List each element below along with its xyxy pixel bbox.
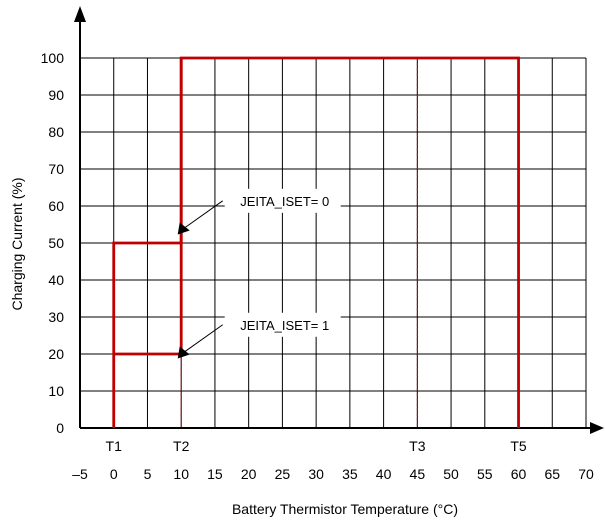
y-tick-label: 30 <box>48 309 64 325</box>
x-tick-label: 70 <box>578 466 594 482</box>
x-tick-label: 30 <box>308 466 324 482</box>
marker-label-t1: T1 <box>106 438 123 454</box>
y-tick-label: 10 <box>48 383 64 399</box>
y-axis-arrow <box>74 6 86 22</box>
x-tick-label: 5 <box>144 466 152 482</box>
x-tick-label: 15 <box>207 466 223 482</box>
marker-label-t2: T2 <box>173 438 190 454</box>
x-tick-label: 50 <box>443 466 459 482</box>
annotations: JEITA_ISET= 0 JEITA_ISET= 1 <box>177 188 341 359</box>
x-tick-label: 65 <box>544 466 560 482</box>
marker-label-t5: T5 <box>510 438 527 454</box>
axes <box>74 6 604 434</box>
y-axis-title: Charging Current (%) <box>9 177 25 310</box>
annotation-leader-2 <box>183 324 223 353</box>
y-tick-label: 90 <box>48 87 64 103</box>
x-tick-label: 10 <box>173 466 189 482</box>
annotation-box-1 <box>224 188 341 213</box>
x-tick-label: 20 <box>241 466 257 482</box>
tick-labels: 0 10 20 30 40 50 60 70 80 90 100 –5 0 5 10 15 20 25 30 35 40… <box>41 50 594 482</box>
y-tick-label: 50 <box>48 235 64 251</box>
marker-label-t3: T3 <box>409 438 426 454</box>
x-tick-label: 60 <box>511 466 527 482</box>
y-tick-label: 70 <box>48 161 64 177</box>
x-axis-title: Battery Thermistor Temperature (°C) <box>232 501 458 517</box>
y-tick-label: 80 <box>48 124 64 140</box>
x-tick-label: 45 <box>410 466 426 482</box>
annotation-label-1: JEITA_ISET= 0 <box>240 194 329 209</box>
annotation-arrowhead-2 <box>177 346 190 359</box>
y-tick-label: 60 <box>48 198 64 214</box>
x-tick-label: 0 <box>110 466 118 482</box>
x-tick-label: 55 <box>477 466 493 482</box>
annotation-box-2 <box>224 312 341 337</box>
x-tick-label: 25 <box>275 466 291 482</box>
annotation-arrowhead-1 <box>177 222 190 235</box>
y-tick-label: 40 <box>48 272 64 288</box>
y-tick-label: 0 <box>56 420 64 436</box>
x-tick-label: 35 <box>342 466 358 482</box>
y-tick-label: 20 <box>48 346 64 362</box>
annotation-leader-1 <box>183 200 223 229</box>
annotation-label-2: JEITA_ISET= 1 <box>240 318 329 333</box>
x-axis-arrow <box>590 422 604 434</box>
x-tick-label: –5 <box>72 466 88 482</box>
x-tick-label: 40 <box>376 466 392 482</box>
y-tick-label: 100 <box>41 50 65 66</box>
